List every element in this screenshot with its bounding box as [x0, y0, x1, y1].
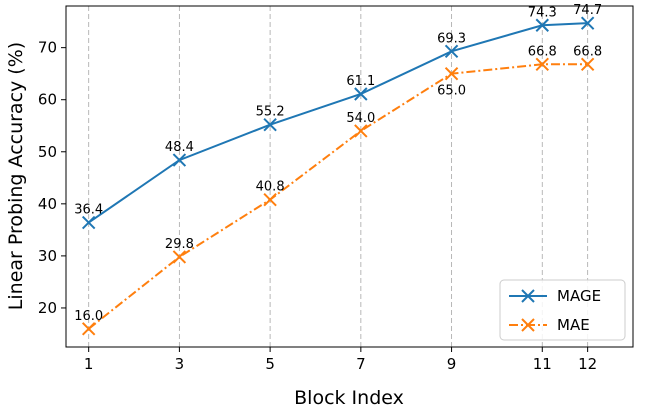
legend-marker-mae: [521, 318, 535, 332]
data-label-mae-11: 66.8: [528, 44, 557, 59]
data-label-mage-1: 36.4: [74, 203, 103, 218]
y-tick-label-40: 40: [38, 195, 57, 213]
point-mage-9: [444, 44, 459, 59]
y-tick-label-30: 30: [38, 247, 57, 265]
series-layer: [81, 16, 595, 336]
x-tick-label-7: 7: [356, 355, 366, 373]
data-label-mage-12: 74.7: [573, 3, 602, 18]
data-label-mae-3: 29.8: [165, 237, 194, 252]
data-label-mae-1: 16.0: [74, 309, 103, 324]
x-tick-label-3: 3: [175, 355, 185, 373]
data-label-mage-5: 55.2: [256, 105, 285, 120]
legend-label-mage: MAGE: [557, 287, 601, 305]
point-mae-12: [580, 57, 595, 72]
point-mage-1: [81, 215, 96, 230]
x-tick-label-12: 12: [578, 355, 597, 373]
x-tick-label-9: 9: [447, 355, 457, 373]
y-tick-label-70: 70: [38, 39, 57, 57]
y-tick-label-20: 20: [38, 299, 57, 317]
point-mae-7: [354, 124, 368, 138]
x-tick-label-5: 5: [265, 355, 275, 373]
legend-marker-mage: [521, 289, 535, 303]
point-mae-1: [81, 322, 96, 336]
point-mae-9: [444, 66, 459, 81]
point-mage-11: [535, 18, 549, 32]
data-label-mage-11: 74.3: [528, 5, 557, 20]
point-mae-3: [172, 250, 187, 264]
point-mae-11: [535, 57, 549, 72]
data-label-mae-12: 66.8: [573, 44, 602, 59]
y-tick-label-50: 50: [38, 143, 57, 161]
legend-item-mae: MAE: [509, 316, 590, 334]
point-mae-5: [263, 192, 277, 207]
plot-frame: [65, 5, 634, 348]
legend: MAGE MAE: [499, 279, 626, 341]
point-mage-7: [354, 87, 368, 101]
point-mage-3: [172, 153, 187, 167]
x-tick-label-11: 11: [533, 355, 552, 373]
y-axis-ticks: 20 30 40 50 60 70: [38, 39, 66, 317]
x-tick-label-1: 1: [84, 355, 94, 373]
grid-lines: [88, 6, 589, 347]
data-labels: 36.4 48.4 55.2 61.1 69.3 74.3 74.7 16.0 29.8 40.8…: [74, 3, 602, 324]
y-tick-label-60: 60: [38, 91, 57, 109]
legend-label-mae: MAE: [557, 316, 590, 334]
data-label-mage-3: 48.4: [165, 140, 194, 155]
data-label-mage-9: 69.3: [437, 31, 466, 46]
data-label-mage-7: 61.1: [346, 74, 375, 89]
x-axis-label: Block Index: [294, 387, 404, 409]
point-mage-5: [263, 117, 277, 132]
point-mage-12: [580, 16, 595, 30]
data-label-mae-9: 65.0: [437, 84, 466, 99]
series-line-mage: [88, 22, 588, 224]
legend-item-mage: MAGE: [509, 287, 601, 305]
data-label-mae-7: 54.0: [346, 111, 375, 126]
data-label-mae-5: 40.8: [256, 180, 285, 195]
y-axis-label: Linear Probing Accuracy (%): [5, 42, 27, 310]
x-axis-ticks: 1 3 5 7 9 11 12: [84, 347, 597, 373]
